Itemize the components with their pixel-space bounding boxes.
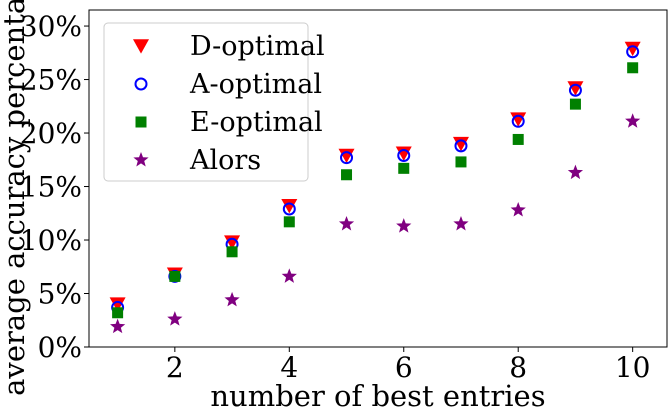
data-point <box>167 311 183 326</box>
y-tick-label: 25% <box>20 64 82 97</box>
x-tick-label: 6 <box>395 351 413 384</box>
legend-box <box>103 22 309 182</box>
data-point <box>338 148 355 164</box>
data-point <box>453 215 469 231</box>
legend-label: E-optimal <box>190 107 323 138</box>
data-point <box>283 216 295 228</box>
data-marks <box>109 41 641 334</box>
y-tick-label: 20% <box>20 117 82 150</box>
legend-marker <box>133 152 149 167</box>
data-point <box>568 83 582 97</box>
legend-item: D-optimal <box>133 31 325 62</box>
data-point <box>454 139 468 153</box>
data-point <box>510 112 527 127</box>
legend-label: Alors <box>189 145 261 176</box>
data-point <box>455 156 467 168</box>
data-point <box>510 202 526 217</box>
data-point <box>567 81 584 96</box>
data-point <box>226 246 238 258</box>
legend: D-optimal A-optimal E-optimal Alors <box>103 22 325 182</box>
legend-item: E-optimal <box>135 107 323 138</box>
data-point <box>625 113 641 128</box>
data-point <box>169 270 181 282</box>
legend-item: A-optimal <box>134 69 322 100</box>
x-tick-label: 10 <box>615 351 651 384</box>
data-point <box>110 318 126 334</box>
data-point <box>452 136 469 152</box>
plot-frame <box>88 9 668 348</box>
axes-layer: 2 4 6 8 10 0% 5% 10% 15% 20% 25% 30% <box>20 10 651 384</box>
y-tick-label: 5% <box>38 278 82 311</box>
series-e-optimal <box>112 62 639 319</box>
legend-label: D-optimal <box>190 31 325 62</box>
y-tick-label: 15% <box>20 171 82 204</box>
data-point <box>567 164 584 180</box>
data-point <box>398 162 410 174</box>
legend-marker <box>134 77 148 91</box>
data-point <box>338 215 355 231</box>
x-tick-label: 4 <box>280 351 298 384</box>
y-tick-label: 0% <box>38 331 82 364</box>
data-point <box>396 218 412 233</box>
data-point <box>569 98 581 110</box>
data-point <box>624 41 641 57</box>
y-tick-label: 30% <box>20 10 82 43</box>
x-tick-label: 8 <box>509 351 527 384</box>
series-a-optimal <box>111 45 640 314</box>
data-point <box>627 62 639 74</box>
y-axis-label: average accuracy percentage <box>0 0 31 396</box>
x-axis-label: number of best entries <box>210 379 545 411</box>
data-point <box>282 202 296 216</box>
legend-marker <box>133 39 149 54</box>
data-point <box>281 198 298 214</box>
data-point <box>512 133 524 145</box>
legend-label: A-optimal <box>189 69 322 100</box>
data-point <box>511 114 525 128</box>
series-alors <box>110 113 641 334</box>
data-point <box>109 297 126 312</box>
legend-marker <box>135 116 147 128</box>
data-point <box>397 148 411 162</box>
y-tick-label: 10% <box>20 224 82 257</box>
data-point <box>340 151 354 165</box>
data-point <box>281 268 297 283</box>
data-point <box>395 146 412 161</box>
data-point <box>626 45 640 59</box>
legend-item: Alors <box>133 145 261 176</box>
x-tick-label: 2 <box>166 351 184 384</box>
data-point <box>224 235 241 250</box>
data-point <box>341 169 353 181</box>
data-point <box>224 291 240 307</box>
data-point <box>112 307 124 319</box>
